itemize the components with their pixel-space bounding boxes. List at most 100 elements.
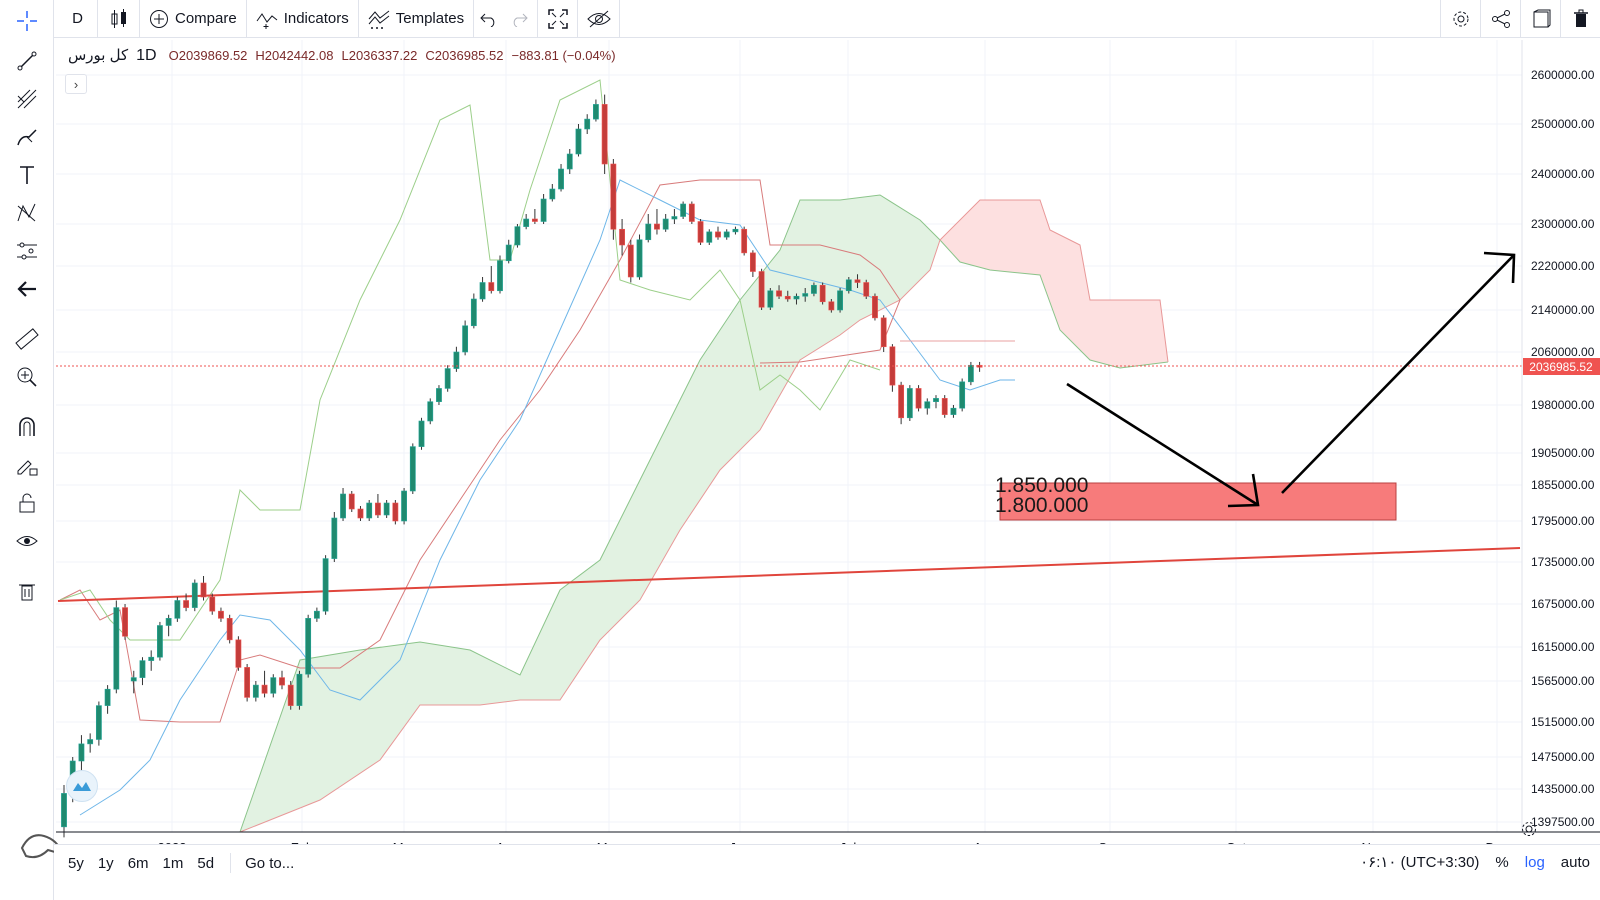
delete-button[interactable] (1560, 0, 1600, 38)
pattern-tool[interactable] (12, 200, 42, 230)
ruler-tool[interactable] (12, 326, 42, 356)
broker-logo (66, 770, 98, 802)
candle-body (479, 282, 486, 300)
trendline-icon (15, 49, 39, 78)
undo-button[interactable] (474, 0, 504, 38)
hide-toolbar-tool[interactable] (12, 276, 42, 306)
candle-body (122, 607, 128, 637)
price-tick-label: 1675000.00 (1531, 597, 1595, 611)
symbol-name[interactable]: کل بورس (68, 47, 129, 64)
fullscreen-button[interactable] (538, 0, 579, 38)
templates-button[interactable]: Templates (359, 0, 475, 38)
price-tick-label: 2300000.00 (1531, 217, 1595, 231)
auto-scale-button[interactable]: auto (1560, 853, 1590, 871)
price-tick-label: 2600000.00 (1531, 68, 1595, 82)
candle-body (261, 684, 268, 694)
zoom-icon (15, 365, 39, 394)
target-zone[interactable] (999, 482, 1397, 521)
range-1y[interactable]: 1y (97, 854, 114, 872)
candle-body (305, 618, 312, 675)
candle-body (130, 677, 137, 682)
compare-label: Compare (175, 10, 237, 27)
indicators-button[interactable]: Indicators (247, 0, 359, 38)
range-5d[interactable]: 5d (197, 854, 215, 872)
redo-button[interactable] (504, 0, 539, 38)
candle-body (453, 351, 460, 369)
range-5y[interactable]: 5y (68, 854, 84, 872)
brush-tool[interactable] (12, 124, 42, 154)
prediction-tool[interactable] (12, 238, 42, 268)
candle-body (767, 290, 774, 308)
price-tick-label: 1905000.00 (1531, 446, 1595, 460)
axis-settings-button[interactable] (1520, 820, 1538, 843)
down-arrow-drawing[interactable] (1066, 382, 1260, 508)
candle-body (749, 252, 756, 272)
lock-drawing-tool[interactable] (12, 452, 42, 482)
candle-body (78, 743, 85, 762)
bar-style-button[interactable] (98, 0, 140, 38)
indicators-icon (256, 9, 278, 29)
interval-button[interactable]: D (58, 0, 98, 38)
price-tick-label: 1515000.00 (1531, 715, 1595, 729)
range-buttons: 5y 1y 6m 1m 5d Go to... (68, 853, 308, 873)
top-toolbar: D Compare Indicators Templates (0, 0, 1600, 38)
text-icon (15, 163, 39, 192)
candle-body (200, 582, 207, 598)
candle-body (488, 282, 495, 292)
magnet-tool[interactable] (12, 414, 42, 444)
candle-body (784, 295, 791, 300)
candle-body (218, 610, 224, 619)
pitchfork-tool[interactable] (12, 86, 42, 116)
settings-button[interactable] (1440, 0, 1480, 38)
goto-button[interactable]: Go to... (245, 854, 295, 872)
snapshot-button[interactable] (1520, 0, 1560, 38)
range-6m[interactable]: 6m (127, 854, 149, 872)
chart-grid (56, 40, 1522, 832)
candle-body (854, 279, 861, 283)
clock-time[interactable]: ۰۶:۱۰ (UTC+3:30) (1360, 854, 1480, 871)
up-arrow-drawing[interactable] (1281, 251, 1516, 494)
hide-drawings-button[interactable] (578, 0, 621, 38)
candle-body (409, 446, 416, 492)
visibility-tool[interactable] (12, 528, 42, 558)
bearish-cloud (940, 200, 1168, 368)
candle-body (418, 420, 425, 447)
text-tool[interactable] (12, 162, 42, 192)
legend-expand-button[interactable]: › (65, 74, 87, 94)
zoom-tool[interactable] (12, 364, 42, 394)
span-a-line (239, 194, 1169, 833)
target-zone-labels: 1.850.000 1.800.000 (995, 474, 1089, 516)
log-scale-button[interactable]: log (1524, 853, 1545, 871)
lock-drawing-icon (15, 453, 39, 482)
candle-body (593, 104, 599, 120)
crosshair-tool[interactable] (12, 8, 42, 38)
hide-eye-icon (586, 10, 611, 28)
candle-body (244, 667, 251, 698)
percent-scale-button[interactable]: % (1495, 853, 1509, 871)
remove-drawings-tool[interactable] (12, 578, 42, 608)
unlock-tool[interactable] (12, 490, 42, 520)
price-tick-label: 1795000.00 (1531, 514, 1595, 528)
candle-body (610, 163, 617, 230)
eye-icon (15, 529, 39, 558)
zone-high-label: 1.850.000 (995, 474, 1089, 497)
support-trendline[interactable] (57, 547, 1521, 602)
candle-body (270, 677, 277, 694)
toolbar-right-group (1440, 0, 1600, 38)
candle-body (497, 260, 503, 292)
price-tick-label: 2060000.00 (1531, 345, 1595, 359)
candle-body (523, 218, 530, 227)
compare-button[interactable]: Compare (140, 0, 247, 38)
candle-body (313, 610, 320, 619)
candle-body (933, 398, 939, 402)
trendline-tool[interactable] (12, 48, 42, 78)
legend-high: H2042442.08 (255, 48, 334, 63)
range-1m[interactable]: 1m (162, 854, 184, 872)
share-button[interactable] (1480, 0, 1520, 38)
candle-body (165, 618, 172, 626)
candle-body (531, 218, 538, 222)
templates-icon (368, 9, 390, 29)
candle-body (61, 793, 67, 828)
chevron-right-icon: › (73, 76, 79, 92)
